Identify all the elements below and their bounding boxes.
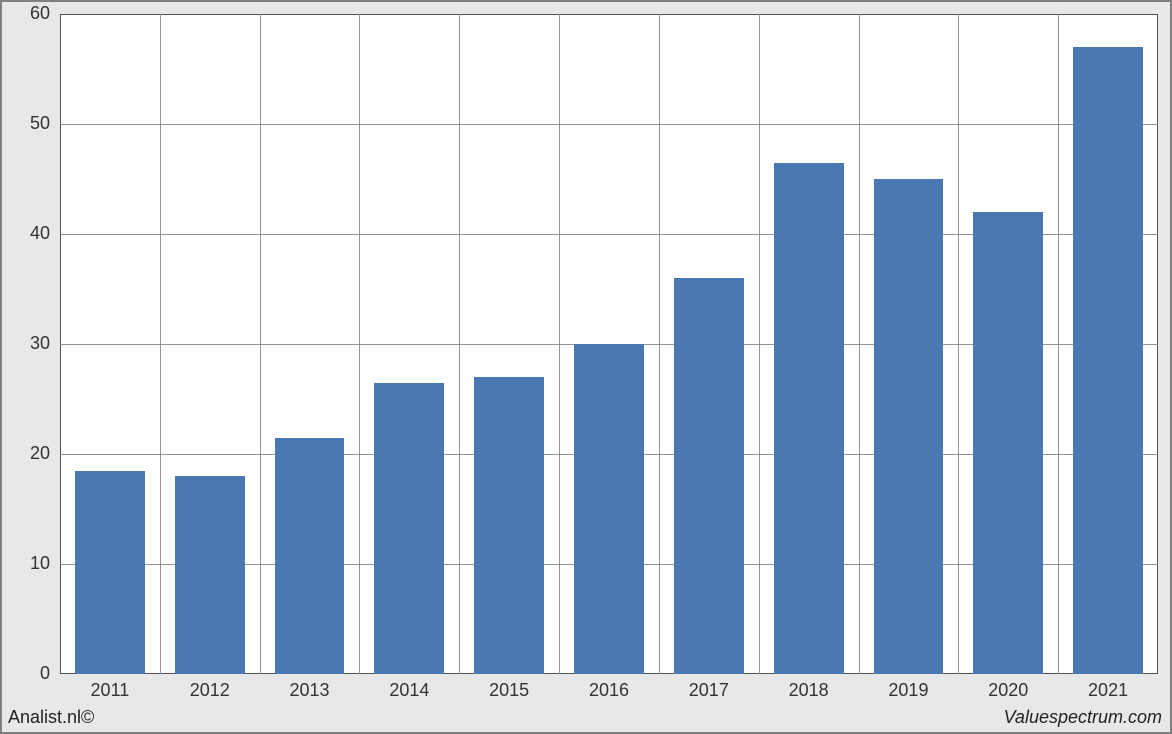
bar: [275, 438, 345, 675]
gridline-x: [759, 14, 760, 674]
bar: [674, 278, 744, 674]
gridline-x: [1058, 14, 1059, 674]
bar: [574, 344, 644, 674]
y-tick-label: 60: [2, 3, 50, 24]
x-tick-label: 2013: [260, 680, 360, 701]
footer-right-credit: Valuespectrum.com: [1004, 707, 1162, 728]
gridline-x: [160, 14, 161, 674]
footer-left-credit: Analist.nl©: [8, 707, 94, 728]
gridline-x: [459, 14, 460, 674]
bar: [973, 212, 1043, 674]
bar: [474, 377, 544, 674]
gridline-y: [60, 124, 1158, 125]
y-tick-label: 50: [2, 113, 50, 134]
chart-frame: 0102030405060 20112012201320142015201620…: [0, 0, 1172, 734]
bar: [175, 476, 245, 674]
x-tick-label: 2012: [160, 680, 260, 701]
x-tick-label: 2017: [659, 680, 759, 701]
y-tick-label: 30: [2, 333, 50, 354]
gridline-x: [260, 14, 261, 674]
x-tick-label: 2014: [359, 680, 459, 701]
gridline-x: [859, 14, 860, 674]
x-tick-label: 2019: [859, 680, 959, 701]
gridline-x: [958, 14, 959, 674]
x-tick-label: 2016: [559, 680, 659, 701]
x-tick-label: 2011: [60, 680, 160, 701]
y-tick-label: 40: [2, 223, 50, 244]
y-tick-label: 0: [2, 663, 50, 684]
x-tick-label: 2021: [1058, 680, 1158, 701]
x-tick-label: 2015: [459, 680, 559, 701]
y-tick-label: 10: [2, 553, 50, 574]
x-tick-label: 2020: [958, 680, 1058, 701]
bar: [774, 163, 844, 675]
gridline-x: [359, 14, 360, 674]
x-tick-label: 2018: [759, 680, 859, 701]
bar: [874, 179, 944, 674]
bar: [374, 383, 444, 675]
gridline-x: [559, 14, 560, 674]
gridline-x: [659, 14, 660, 674]
y-tick-label: 20: [2, 443, 50, 464]
bar: [1073, 47, 1143, 674]
bar: [75, 471, 145, 675]
